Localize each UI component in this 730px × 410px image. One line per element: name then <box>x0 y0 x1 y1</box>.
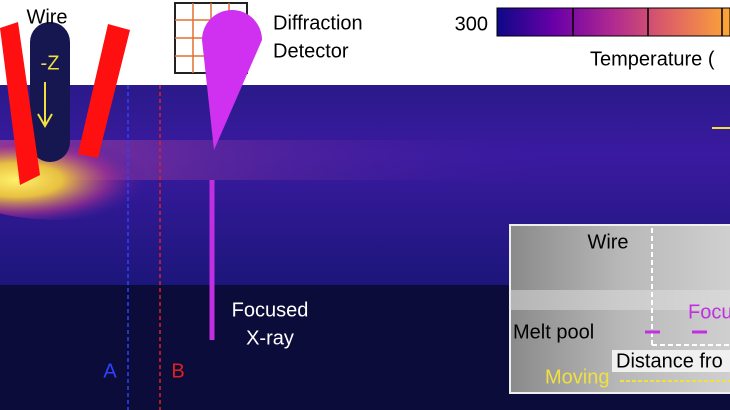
inset-moving-label: Moving <box>545 366 609 388</box>
colorbar-ticks <box>572 8 723 36</box>
detector-label: Diffraction <box>273 12 363 34</box>
z-arrow-head <box>37 113 53 128</box>
label-a: A <box>103 360 117 382</box>
laser-left <box>0 22 40 185</box>
colorbar-title: Temperature ( <box>590 48 715 70</box>
laser-right <box>78 24 130 158</box>
inset-focus-label: Focu <box>688 301 730 323</box>
inset-melt-pool-label: Melt pool <box>513 321 594 343</box>
inset-distance-label: Distance fro <box>616 350 723 372</box>
colorbar-min: 300 <box>455 13 488 35</box>
inset <box>509 224 730 394</box>
colorbar <box>496 7 730 37</box>
wire-label: Wire <box>26 6 67 28</box>
inset-wire-label: Wire <box>587 231 628 253</box>
detector-label: Detector <box>273 40 349 62</box>
xray-cone <box>202 10 262 150</box>
xray-label: X-ray <box>246 327 294 349</box>
z-label: -Z <box>41 52 60 74</box>
wire <box>30 22 70 162</box>
xray-label: Focused <box>232 299 309 321</box>
label-b: B <box>171 360 184 382</box>
